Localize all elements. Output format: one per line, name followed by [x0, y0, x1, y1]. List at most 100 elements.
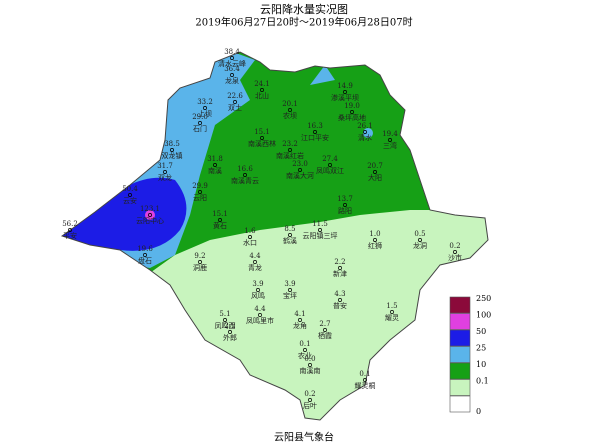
station-value: 20.1 [282, 100, 298, 108]
station-name: 龙角 [293, 321, 307, 330]
legend-swatch [449, 313, 471, 330]
station-dot [363, 130, 367, 134]
station-value: 3.9 [252, 280, 263, 288]
legend: 250 100 50 25 10 0.1 0 [449, 294, 491, 416]
station-dot [148, 213, 152, 217]
station-name: 后叶 [303, 401, 317, 410]
station-value: 38.4 [224, 48, 240, 56]
station-dot [170, 148, 174, 152]
station-value: 29.0 [192, 113, 208, 121]
station-name: 路阳 [338, 206, 352, 215]
station-dot [228, 330, 232, 334]
footer: 云阳县气象台 [274, 431, 334, 444]
station-value: 20.7 [367, 162, 383, 170]
station-name: 南溪西林 [248, 139, 276, 148]
station-value: 3.9 [284, 280, 295, 288]
station-value: 56.2 [62, 220, 78, 228]
station-dot [218, 218, 222, 222]
station-dot [163, 170, 167, 174]
station-dot [343, 203, 347, 207]
station-value: 0.5 [414, 230, 425, 238]
station-dot [303, 348, 307, 352]
station-value: 36.4 [224, 65, 240, 73]
station-name: 三湾 [383, 141, 397, 150]
station-value: 5.1 [219, 310, 230, 318]
station-value: 31.8 [207, 155, 223, 163]
legend-label: 50 [476, 327, 486, 336]
station-name: 上坝 [198, 109, 212, 118]
station-dot [288, 148, 292, 152]
station-value: 19.0 [344, 102, 360, 110]
station-value: 19.6 [137, 245, 153, 253]
station-name: 北山 [255, 91, 269, 100]
station-value: 0.0 [304, 355, 315, 363]
station-value: 0.2 [304, 390, 315, 398]
station-dot [230, 56, 234, 60]
station-name: 江口平安 [301, 133, 329, 142]
station-dot [373, 170, 377, 174]
station-value: 4.4 [254, 305, 266, 313]
station-value: 26.1 [357, 122, 373, 130]
station-name: 双土 [228, 103, 242, 112]
legend-label: 10 [476, 360, 486, 369]
station-dot [260, 136, 264, 140]
legend-swatch [449, 362, 471, 380]
station-name: 鹤溪 [283, 236, 297, 245]
station-value: 0.1 [299, 340, 310, 348]
station-name: 龙泉 [225, 76, 239, 85]
station-dot [253, 260, 257, 264]
station-name: 双龙镇 [162, 151, 183, 160]
station-value: 38.5 [164, 140, 180, 148]
station-value: 0.1 [359, 370, 370, 378]
area-light-blue-small [310, 65, 335, 85]
station-dot [298, 168, 302, 172]
station-dot [313, 130, 317, 134]
legend-label: 0.1 [476, 377, 489, 386]
station-name: 石门 [193, 124, 207, 133]
station-dot [203, 106, 207, 110]
station-name: 云阳中心 [136, 216, 164, 225]
station-dot [363, 378, 367, 382]
station-name: 云阳 [193, 193, 207, 202]
station-value: 1.0 [369, 230, 380, 238]
station-value: 4.1 [294, 310, 305, 318]
station-name: 凤鸣里市 [246, 316, 274, 325]
station-name: 黄石 [213, 221, 227, 230]
station-dot [350, 110, 354, 114]
station-name: 红狮 [368, 241, 382, 250]
station-name: 普安 [333, 301, 347, 310]
station-dot [233, 100, 237, 104]
legend-swatch [449, 296, 471, 314]
station-dot [418, 238, 422, 242]
station-name: 新津 [333, 269, 347, 278]
legend-label: 250 [476, 294, 491, 303]
station-value: 14.9 [337, 82, 353, 90]
station-value: 2.2 [224, 322, 235, 330]
subtitle: 2019年06月27日20时～2019年06月28日07时 [195, 16, 412, 29]
station-dot [256, 288, 260, 292]
legend-swatch [449, 329, 471, 347]
station-value: 23.2 [282, 140, 298, 148]
station-dot [198, 260, 202, 264]
station-name: 凤鸣西 [215, 321, 236, 330]
station-name: 清水 [358, 133, 372, 142]
station-name: 平安 [63, 231, 77, 240]
station-value: 31.7 [157, 162, 173, 170]
station-name: 云安 [123, 196, 137, 205]
title: 云阳降水量实况图 [260, 2, 348, 16]
station-name: 南溪青云 [231, 176, 259, 185]
station-name: 渗溪平坝 [331, 93, 359, 102]
station-dot [223, 318, 227, 322]
station-name: 双龙 [158, 173, 172, 182]
station-value: 23.0 [292, 160, 308, 168]
station-name: 外郎 [223, 333, 237, 342]
station-value: 11.5 [312, 220, 328, 228]
station-dot [308, 363, 312, 367]
station-value: 22.6 [227, 92, 243, 100]
station-value: 2.7 [319, 320, 330, 328]
station-dot [68, 228, 72, 232]
station-value: 27.4 [322, 155, 338, 163]
station-name: 南溪南 [300, 366, 321, 375]
